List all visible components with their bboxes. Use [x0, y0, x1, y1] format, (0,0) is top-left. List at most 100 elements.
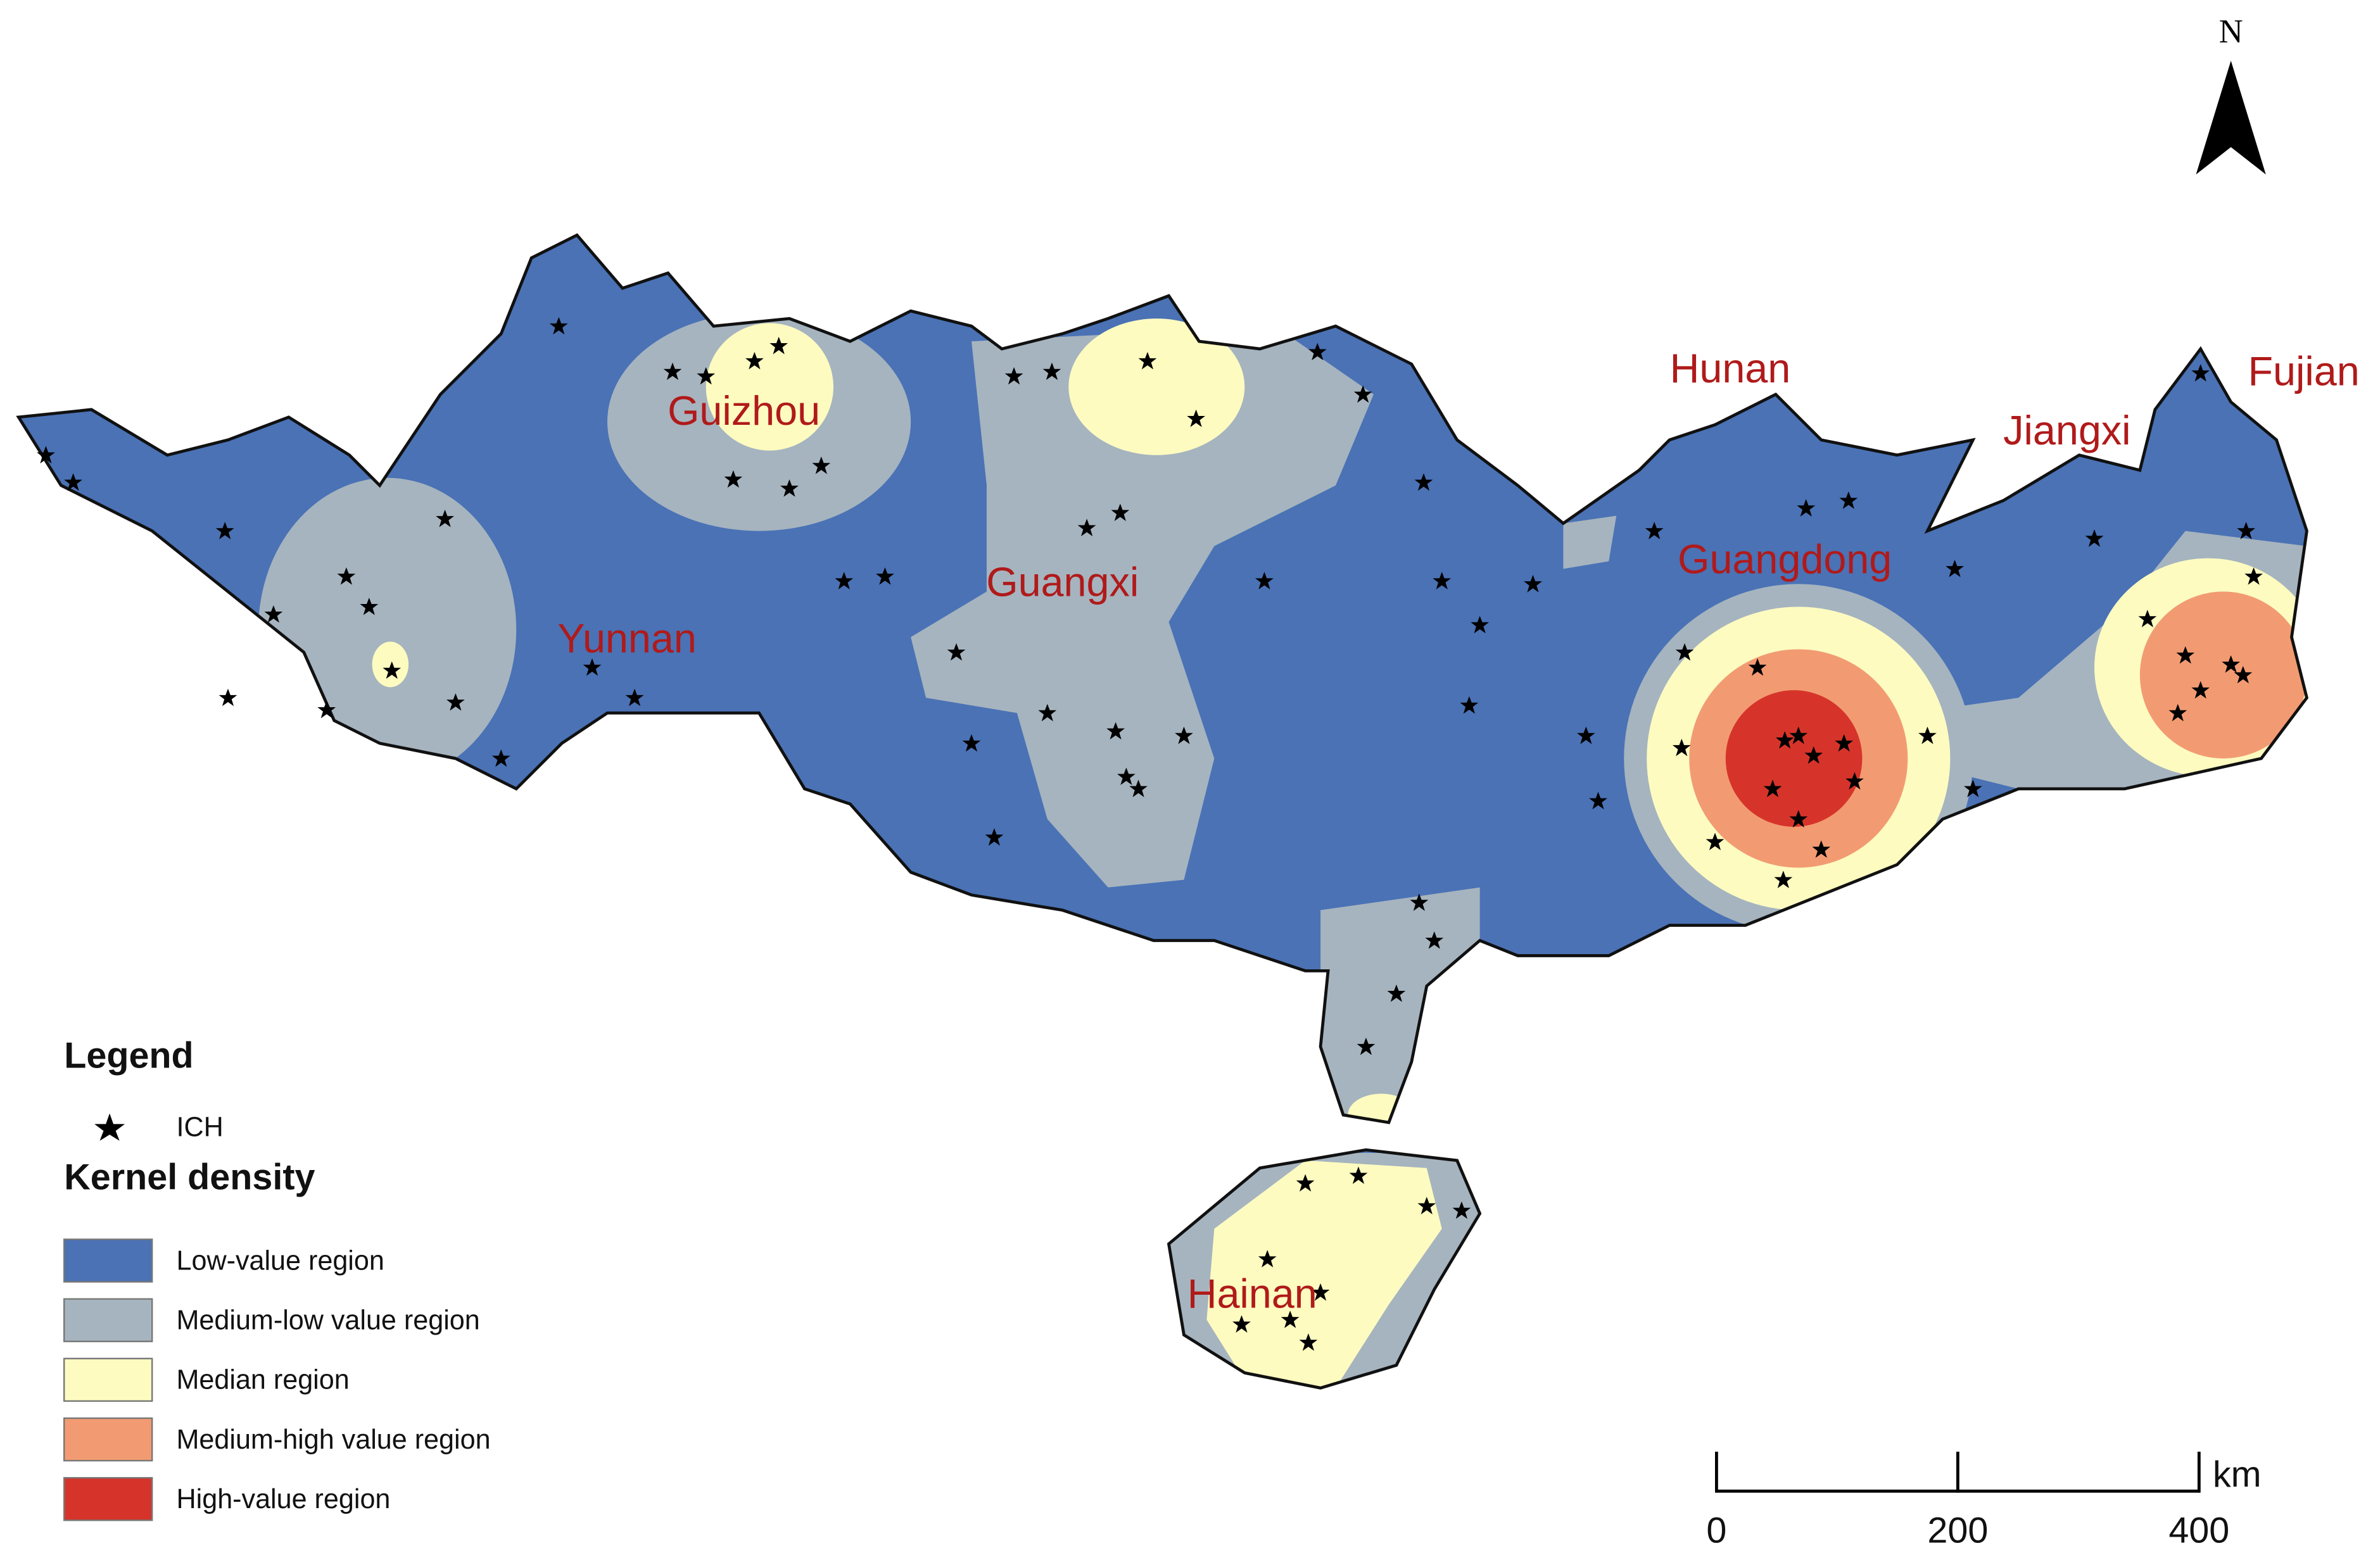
ich-point — [1353, 385, 1372, 403]
ich-point — [1845, 772, 1864, 790]
ich-point — [1804, 746, 1823, 764]
ich-point — [2244, 567, 2263, 585]
ich-point — [2138, 610, 2157, 627]
legend-label: Medium-low value region — [177, 1306, 480, 1336]
ich-point — [383, 661, 402, 679]
ich-point — [1311, 1283, 1330, 1301]
ich-point — [215, 522, 234, 539]
ich-point — [1675, 643, 1694, 661]
ich-point — [37, 446, 55, 463]
ich-point — [1357, 1037, 1376, 1055]
ich-point — [1789, 726, 1808, 745]
ich-point — [1748, 658, 1767, 676]
legend-swatch — [63, 1298, 153, 1342]
ich-point — [1106, 722, 1125, 740]
ich-point — [625, 688, 644, 707]
scale-bar: 0 200 400 km — [1706, 1451, 2262, 1551]
ich-point — [1387, 984, 1406, 1002]
ich-point — [1471, 615, 1489, 634]
north-label: N — [2219, 13, 2243, 50]
ich-point — [1706, 833, 1725, 850]
region-label: Guangxi — [986, 559, 1139, 605]
ich-point — [835, 572, 854, 589]
ich-point — [1187, 409, 1205, 427]
region-label: Guangdong — [1678, 536, 1892, 582]
ich-point — [1775, 731, 1794, 749]
ich-point — [1918, 726, 1937, 745]
region-label: Yunnan — [557, 615, 696, 661]
region-label: Guizhou — [668, 387, 820, 434]
ich-point — [724, 470, 743, 488]
ich-point — [1425, 931, 1444, 949]
ich-point — [2168, 703, 2187, 722]
ich-point — [1349, 1166, 1368, 1185]
ich-point — [2237, 522, 2255, 539]
ich-point — [1077, 519, 1096, 536]
ich-point — [1129, 779, 1148, 798]
legend-star — [94, 1113, 125, 1141]
ich-point — [1299, 1333, 1318, 1351]
ich-point — [947, 643, 966, 661]
ich-point — [1963, 779, 1982, 798]
ich-point — [1524, 575, 1542, 593]
ich-point — [218, 688, 237, 707]
ich-point — [337, 567, 356, 585]
high-density — [1725, 690, 1863, 827]
ich-point — [1789, 810, 1808, 828]
region-label: Jiangxi — [2003, 407, 2130, 453]
legend-density-title: Kernel density — [64, 1157, 315, 1197]
ich-point — [491, 749, 510, 767]
ich-point — [1281, 1311, 1300, 1328]
ich-point — [1255, 572, 1274, 589]
ich-point — [446, 693, 465, 711]
scale-tick-label: 200 — [1927, 1511, 1988, 1551]
ich-point — [1175, 726, 1193, 745]
ich-point — [1004, 367, 1023, 385]
legend-label: High-value region — [177, 1484, 391, 1514]
legend-label: Medium-high value region — [177, 1425, 491, 1455]
legend-point-label: ICH — [177, 1112, 224, 1143]
ich-point — [1414, 473, 1433, 491]
scale-tick-label: 400 — [2168, 1511, 2229, 1551]
ich-point — [2176, 646, 2195, 664]
ich-point — [2191, 364, 2210, 382]
ich-point — [1946, 560, 1964, 577]
ich-point — [264, 605, 283, 623]
region-labels: Guizhou Guangxi Yunnan Hunan Jiangxi Fujian Gu… — [557, 345, 2359, 1317]
ich-point — [1460, 696, 1479, 714]
ich-point — [769, 336, 788, 355]
north-arrow — [2196, 60, 2266, 175]
ich-point — [985, 828, 1004, 846]
ich-point — [1576, 726, 1595, 745]
ich-point — [812, 456, 831, 474]
region-label: Fujian — [2248, 348, 2360, 394]
ich-points — [37, 317, 2263, 1351]
ich-point — [1835, 734, 1854, 752]
legend-swatch — [63, 1238, 153, 1283]
ich-point — [1042, 362, 1061, 381]
legend: Legend ICH Kernel density Low-value regi… — [63, 1036, 491, 1521]
ich-point — [2234, 665, 2253, 684]
legend-swatch — [63, 1476, 153, 1521]
ich-point — [1645, 522, 1664, 539]
ich-point — [1589, 791, 1607, 810]
ich-point — [1672, 738, 1691, 757]
ich-point — [697, 367, 716, 385]
ich-point — [962, 734, 981, 752]
ich-point — [2085, 529, 2104, 547]
ich-point — [1138, 351, 1157, 370]
ich-point — [1232, 1315, 1251, 1333]
region-label: Hunan — [1670, 345, 1791, 391]
legend-swatch — [63, 1357, 153, 1402]
ich-point — [64, 473, 82, 491]
ich-point — [1117, 767, 1136, 785]
ich-point — [583, 658, 602, 676]
ich-point — [436, 510, 454, 527]
ich-point — [780, 479, 799, 497]
legend-label: Low-value region — [177, 1245, 384, 1276]
ich-point — [1111, 503, 1130, 522]
ich-point — [1258, 1250, 1277, 1268]
legend-title: Legend — [64, 1036, 193, 1076]
region-label: Hainan — [1187, 1270, 1317, 1316]
